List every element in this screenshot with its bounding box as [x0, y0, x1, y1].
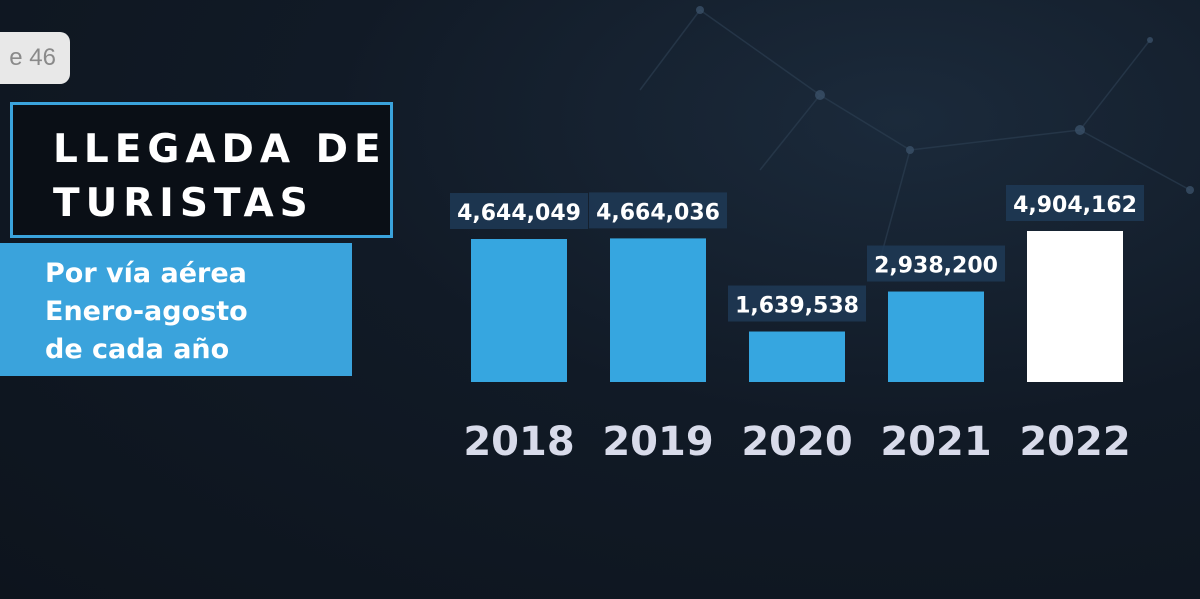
x-tick-label: 2019 [602, 419, 713, 465]
x-tick-label: 2018 [463, 419, 574, 465]
bar-2021 [888, 291, 984, 382]
subtitle-box: Por vía aérea Enero-agosto de cada año [0, 243, 352, 376]
bar-2022 [1027, 231, 1123, 382]
data-label: 1,639,538 [735, 294, 859, 319]
slide-number-badge: e 46 [0, 32, 70, 84]
data-label: 4,904,162 [1013, 193, 1137, 218]
chart-subtitle: Por vía aérea Enero-agosto de cada año [45, 258, 248, 365]
x-tick-label: 2022 [1019, 419, 1130, 465]
data-label: 4,644,049 [457, 201, 581, 226]
data-label: 4,664,036 [596, 200, 720, 225]
data-label-background [1006, 185, 1144, 221]
x-tick-label: 2020 [741, 419, 852, 465]
chart-title: LLEGADA DE TURISTAS [53, 127, 387, 226]
title-box: LLEGADA DE TURISTAS [10, 102, 393, 238]
data-label-background [728, 285, 866, 322]
bar-2019 [610, 238, 706, 382]
data-label-background [589, 192, 727, 229]
data-label-background [867, 245, 1005, 282]
bar-2020 [749, 331, 845, 382]
data-label-background [450, 193, 588, 230]
x-tick-label: 2021 [880, 419, 991, 465]
data-label: 2,938,200 [874, 254, 998, 279]
bar-2018 [471, 239, 567, 382]
